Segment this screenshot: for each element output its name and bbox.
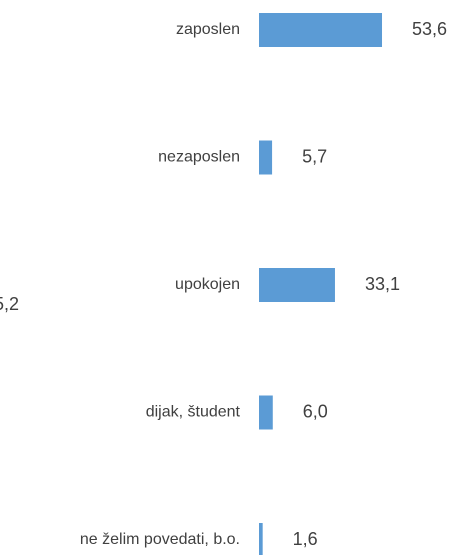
category-label: nezaposlen <box>158 149 240 166</box>
category-label: ne želim povedati, b.o. <box>80 531 240 548</box>
annotation: 5,2 <box>0 294 19 314</box>
bar <box>259 268 335 302</box>
value-label: 1,6 <box>293 529 318 549</box>
category-label: zaposlen <box>176 21 240 38</box>
value-label: 53,6 <box>412 19 447 39</box>
value-label: 5,7 <box>302 146 327 166</box>
bar <box>259 395 273 430</box>
category-label: dijak, študent <box>146 404 241 421</box>
bar <box>259 13 383 47</box>
bar <box>259 140 273 175</box>
bar <box>259 523 263 555</box>
category-label: upokojen <box>175 276 240 293</box>
value-label: 6,0 <box>303 401 328 421</box>
value-label: 33,1 <box>365 274 400 294</box>
